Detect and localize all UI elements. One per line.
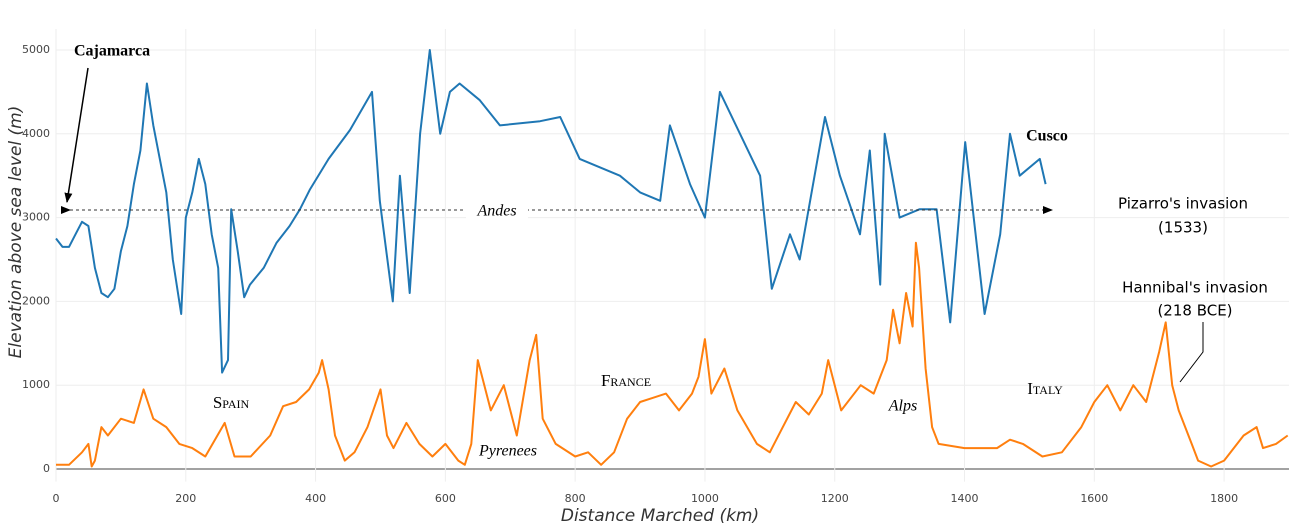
line [56, 241, 1289, 468]
x-tick-label: 1600 [1080, 492, 1108, 505]
x-tick-label: 1400 [951, 492, 979, 505]
annotation: France [601, 371, 651, 390]
arrow [64, 67, 89, 203]
annotation: Spain [213, 393, 250, 412]
x-tick-label: 600 [435, 492, 456, 505]
annotation: Pyrenees [478, 443, 537, 460]
annotation: Cajamarca [74, 43, 150, 60]
label-background [466, 200, 528, 222]
annotation: Hannibal's invasion [1122, 279, 1268, 297]
leader-line [1179, 322, 1204, 383]
y-tick-label: 5000 [22, 43, 50, 56]
x-tick-label: 0 [53, 492, 60, 505]
annotation: (218 BCE) [1157, 302, 1232, 320]
annotation: Cusco [1026, 128, 1068, 145]
y-tick-label: 4000 [22, 127, 50, 140]
annotation: Andes [476, 203, 516, 220]
line [55, 49, 1047, 374]
annotation: Italy [1027, 379, 1063, 398]
x-tick-label: 1000 [691, 492, 719, 505]
x-tick-label: 1200 [821, 492, 849, 505]
y-tick-label: 3000 [22, 211, 50, 224]
plot [55, 49, 1289, 468]
y-axis-title: Elevation above sea level (m) [6, 106, 26, 359]
annotation: (1533) [1158, 219, 1208, 237]
y-tick-label: 2000 [22, 294, 50, 307]
y-tick-label: 1000 [22, 378, 50, 391]
annotation: Alps [888, 398, 917, 415]
x-tick-label: 200 [175, 492, 196, 505]
x-tick-label: 1800 [1210, 492, 1238, 505]
x-tick-label: 400 [305, 492, 326, 505]
grid: 0 1000 2000 3000 4000 5000 0 200 400 600 800 1000 12… [22, 29, 1289, 505]
x-axis-title: Distance Marched (km) [561, 506, 759, 526]
x-tick-label: 800 [565, 492, 586, 505]
y-tick-label: 0 [43, 462, 50, 475]
annotation: Pizarro's invasion [1118, 195, 1248, 213]
